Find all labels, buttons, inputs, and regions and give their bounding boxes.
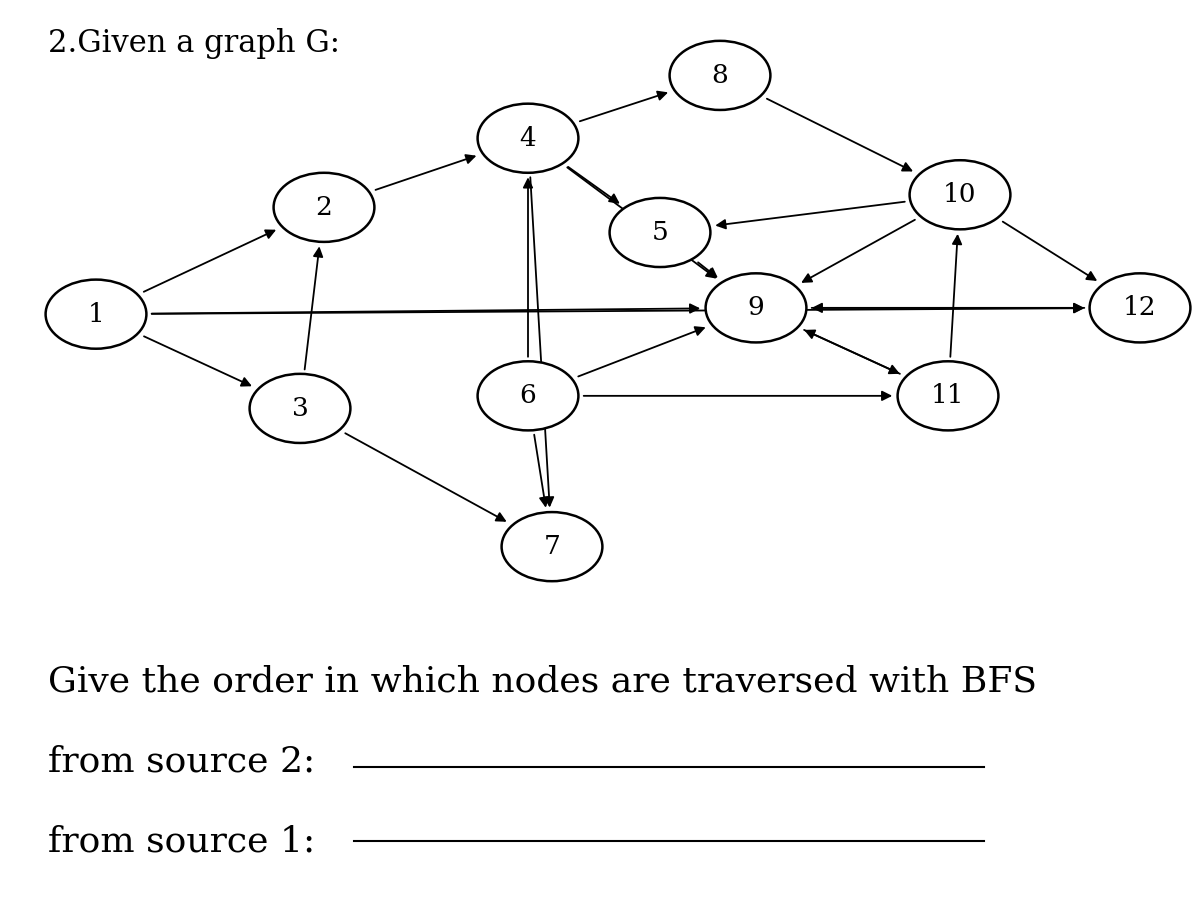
- Ellipse shape: [502, 512, 602, 581]
- Text: 6: 6: [520, 383, 536, 408]
- Text: 10: 10: [943, 182, 977, 207]
- Ellipse shape: [478, 361, 578, 431]
- Text: from source 1:: from source 1:: [48, 824, 316, 858]
- Text: 7: 7: [544, 534, 560, 559]
- Ellipse shape: [274, 173, 374, 242]
- Text: 1: 1: [88, 301, 104, 327]
- Text: 3: 3: [292, 395, 308, 421]
- Text: 4: 4: [520, 126, 536, 151]
- Text: 2: 2: [316, 195, 332, 220]
- Text: 2.Given a graph G:: 2.Given a graph G:: [48, 28, 340, 59]
- Ellipse shape: [670, 41, 770, 110]
- Ellipse shape: [250, 374, 350, 443]
- Text: Give the order in which nodes are traversed with BFS: Give the order in which nodes are traver…: [48, 664, 1037, 699]
- Text: 11: 11: [931, 383, 965, 408]
- Ellipse shape: [910, 160, 1010, 229]
- Ellipse shape: [706, 274, 806, 343]
- Text: 9: 9: [748, 296, 764, 321]
- Text: 8: 8: [712, 63, 728, 88]
- Ellipse shape: [898, 361, 998, 431]
- Ellipse shape: [46, 280, 146, 348]
- Ellipse shape: [610, 198, 710, 267]
- Text: 5: 5: [652, 220, 668, 245]
- Ellipse shape: [1090, 274, 1190, 343]
- Text: from source 2:: from source 2:: [48, 745, 316, 778]
- Ellipse shape: [478, 103, 578, 173]
- Text: 12: 12: [1123, 296, 1157, 321]
